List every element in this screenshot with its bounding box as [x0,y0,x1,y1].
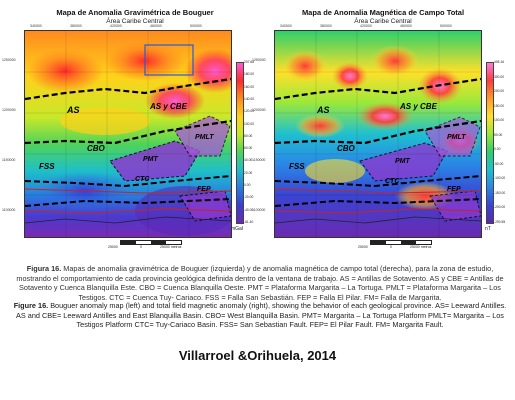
right-colorbar-tick: 405.16 [494,60,504,64]
left-label-ctc: CTC [135,176,150,183]
right-colorbar-unit: nT [485,226,491,232]
right-map-image: AS AS y CBE CBO PMLT PMT CTC FSS FEP [274,30,482,238]
caption-english-text: Bouguer anomaly map (left) and total fie… [16,301,506,329]
left-y-tick: 1250000 [2,58,16,62]
right-label-cbo: CBO [337,144,356,153]
left-label-as-cbe: AS y CBE [149,102,188,111]
right-y-tick: 1250000 [252,58,266,62]
right-y-tick: 1200000 [252,108,266,112]
left-map-subtitle: Área Caribe Central [15,18,255,25]
right-label-as: AS [316,105,330,115]
left-colorbar-tick: 20.00 [244,171,252,175]
left-colorbar-tick: 100.00 [244,122,254,126]
left-colorbar [236,62,244,224]
left-scale-left: 25000 [108,245,118,249]
caption-english-label: Figure 16. [14,301,48,310]
left-label-as: AS [66,105,80,115]
left-y-tick: 1150000 [2,158,15,162]
left-scale-zero: 0 [140,245,142,249]
right-colorbar-tick: 50.00 [494,133,502,137]
right-scale-zero: 0 [390,245,392,249]
left-label-pmlt: PMLT [195,134,214,141]
right-colorbar-tick: 300.00 [494,75,504,79]
left-x-tick: 460000 [150,24,162,28]
left-map-image: AS AS y CBE CBO PMLT PMT CTC FSS FEP [24,30,232,238]
right-label-as-cbe: AS y CBE [399,102,438,111]
right-x-tick: 380000 [320,24,332,28]
left-label-cbo: CBO [87,144,106,153]
right-colorbar-tick: -150.00 [494,191,505,195]
right-scale-left: 25000 [358,245,368,249]
left-x-tick: 500000 [190,24,202,28]
left-x-tick: 420000 [110,24,122,28]
right-map-title: Mapa de Anomalia Magnética de Campo Tota… [258,8,508,17]
right-y-tick: 1150000 [252,158,265,162]
left-y-tick: 1200000 [2,108,16,112]
right-scale-label: 25000 metros [410,245,431,249]
left-colorbar-unit: mGal [231,226,243,232]
author-credit: Villarroel &Orihuela, 2014 [0,348,515,363]
right-label-ctc: CTC [385,178,400,185]
caption-spanish-text: Mapas de anomalia gravimétrica de Bougue… [16,264,503,302]
left-x-tick: 380000 [70,24,82,28]
left-colorbar-tick: 160.00 [244,85,254,89]
left-x-tick: 340000 [30,24,42,28]
right-map-svg: AS AS y CBE CBO PMLT PMT CTC FSS FEP [275,31,481,237]
right-x-tick: 500000 [440,24,452,28]
right-colorbar-tick: 200.00 [494,89,504,93]
right-colorbar [486,62,494,224]
left-colorbar-tick: 140.00 [244,97,254,101]
left-colorbar-tick: -61.40 [244,220,253,224]
left-colorbar-tick: -20.00 [244,195,253,199]
left-colorbar-tick: 180.00 [244,72,254,76]
right-x-tick: 460000 [400,24,412,28]
right-colorbar-tick: -290.55 [494,220,505,224]
caption-english: Figure 16. Bouguer anomaly map (left) an… [10,301,510,330]
left-label-fss: FSS [39,162,55,171]
right-y-tick: 1100000 [252,208,265,212]
left-colorbar-tick: 0.00 [244,183,250,187]
right-colorbar-tick: -100.00 [494,176,505,180]
left-y-tick: 1100000 [2,208,15,212]
right-label-fss: FSS [289,162,305,171]
right-label-fep: FEP [447,186,461,193]
left-map-title: Mapa de Anomalia Gravimétrica de Bouguer [15,8,255,17]
left-colorbar-tick: 80.00 [244,134,252,138]
right-label-pmlt: PMLT [447,134,466,141]
caption-spanish-label: Figura 16. [27,264,61,273]
right-colorbar-tick: -50.00 [494,162,503,166]
left-scale-label: 25000 metros [160,245,181,249]
caption-spanish: Figura 16. Mapas de anomalia gravimétric… [10,264,510,302]
right-colorbar-tick: 100.00 [494,118,504,122]
right-map-subtitle: Área Caribe Central [258,18,508,25]
right-colorbar-tick: 150.00 [494,104,504,108]
left-colorbar-tick: 60.00 [244,146,252,150]
left-label-fep: FEP [197,186,211,193]
right-colorbar-tick: 0.00 [494,147,500,151]
right-colorbar-tick: -200.00 [494,205,505,209]
left-label-pmt: PMT [143,156,159,163]
right-x-tick: 420000 [360,24,372,28]
left-map-svg: AS AS y CBE CBO PMLT PMT CTC FSS FEP [25,31,231,237]
right-label-pmt: PMT [395,158,411,165]
right-x-tick: 340000 [280,24,292,28]
